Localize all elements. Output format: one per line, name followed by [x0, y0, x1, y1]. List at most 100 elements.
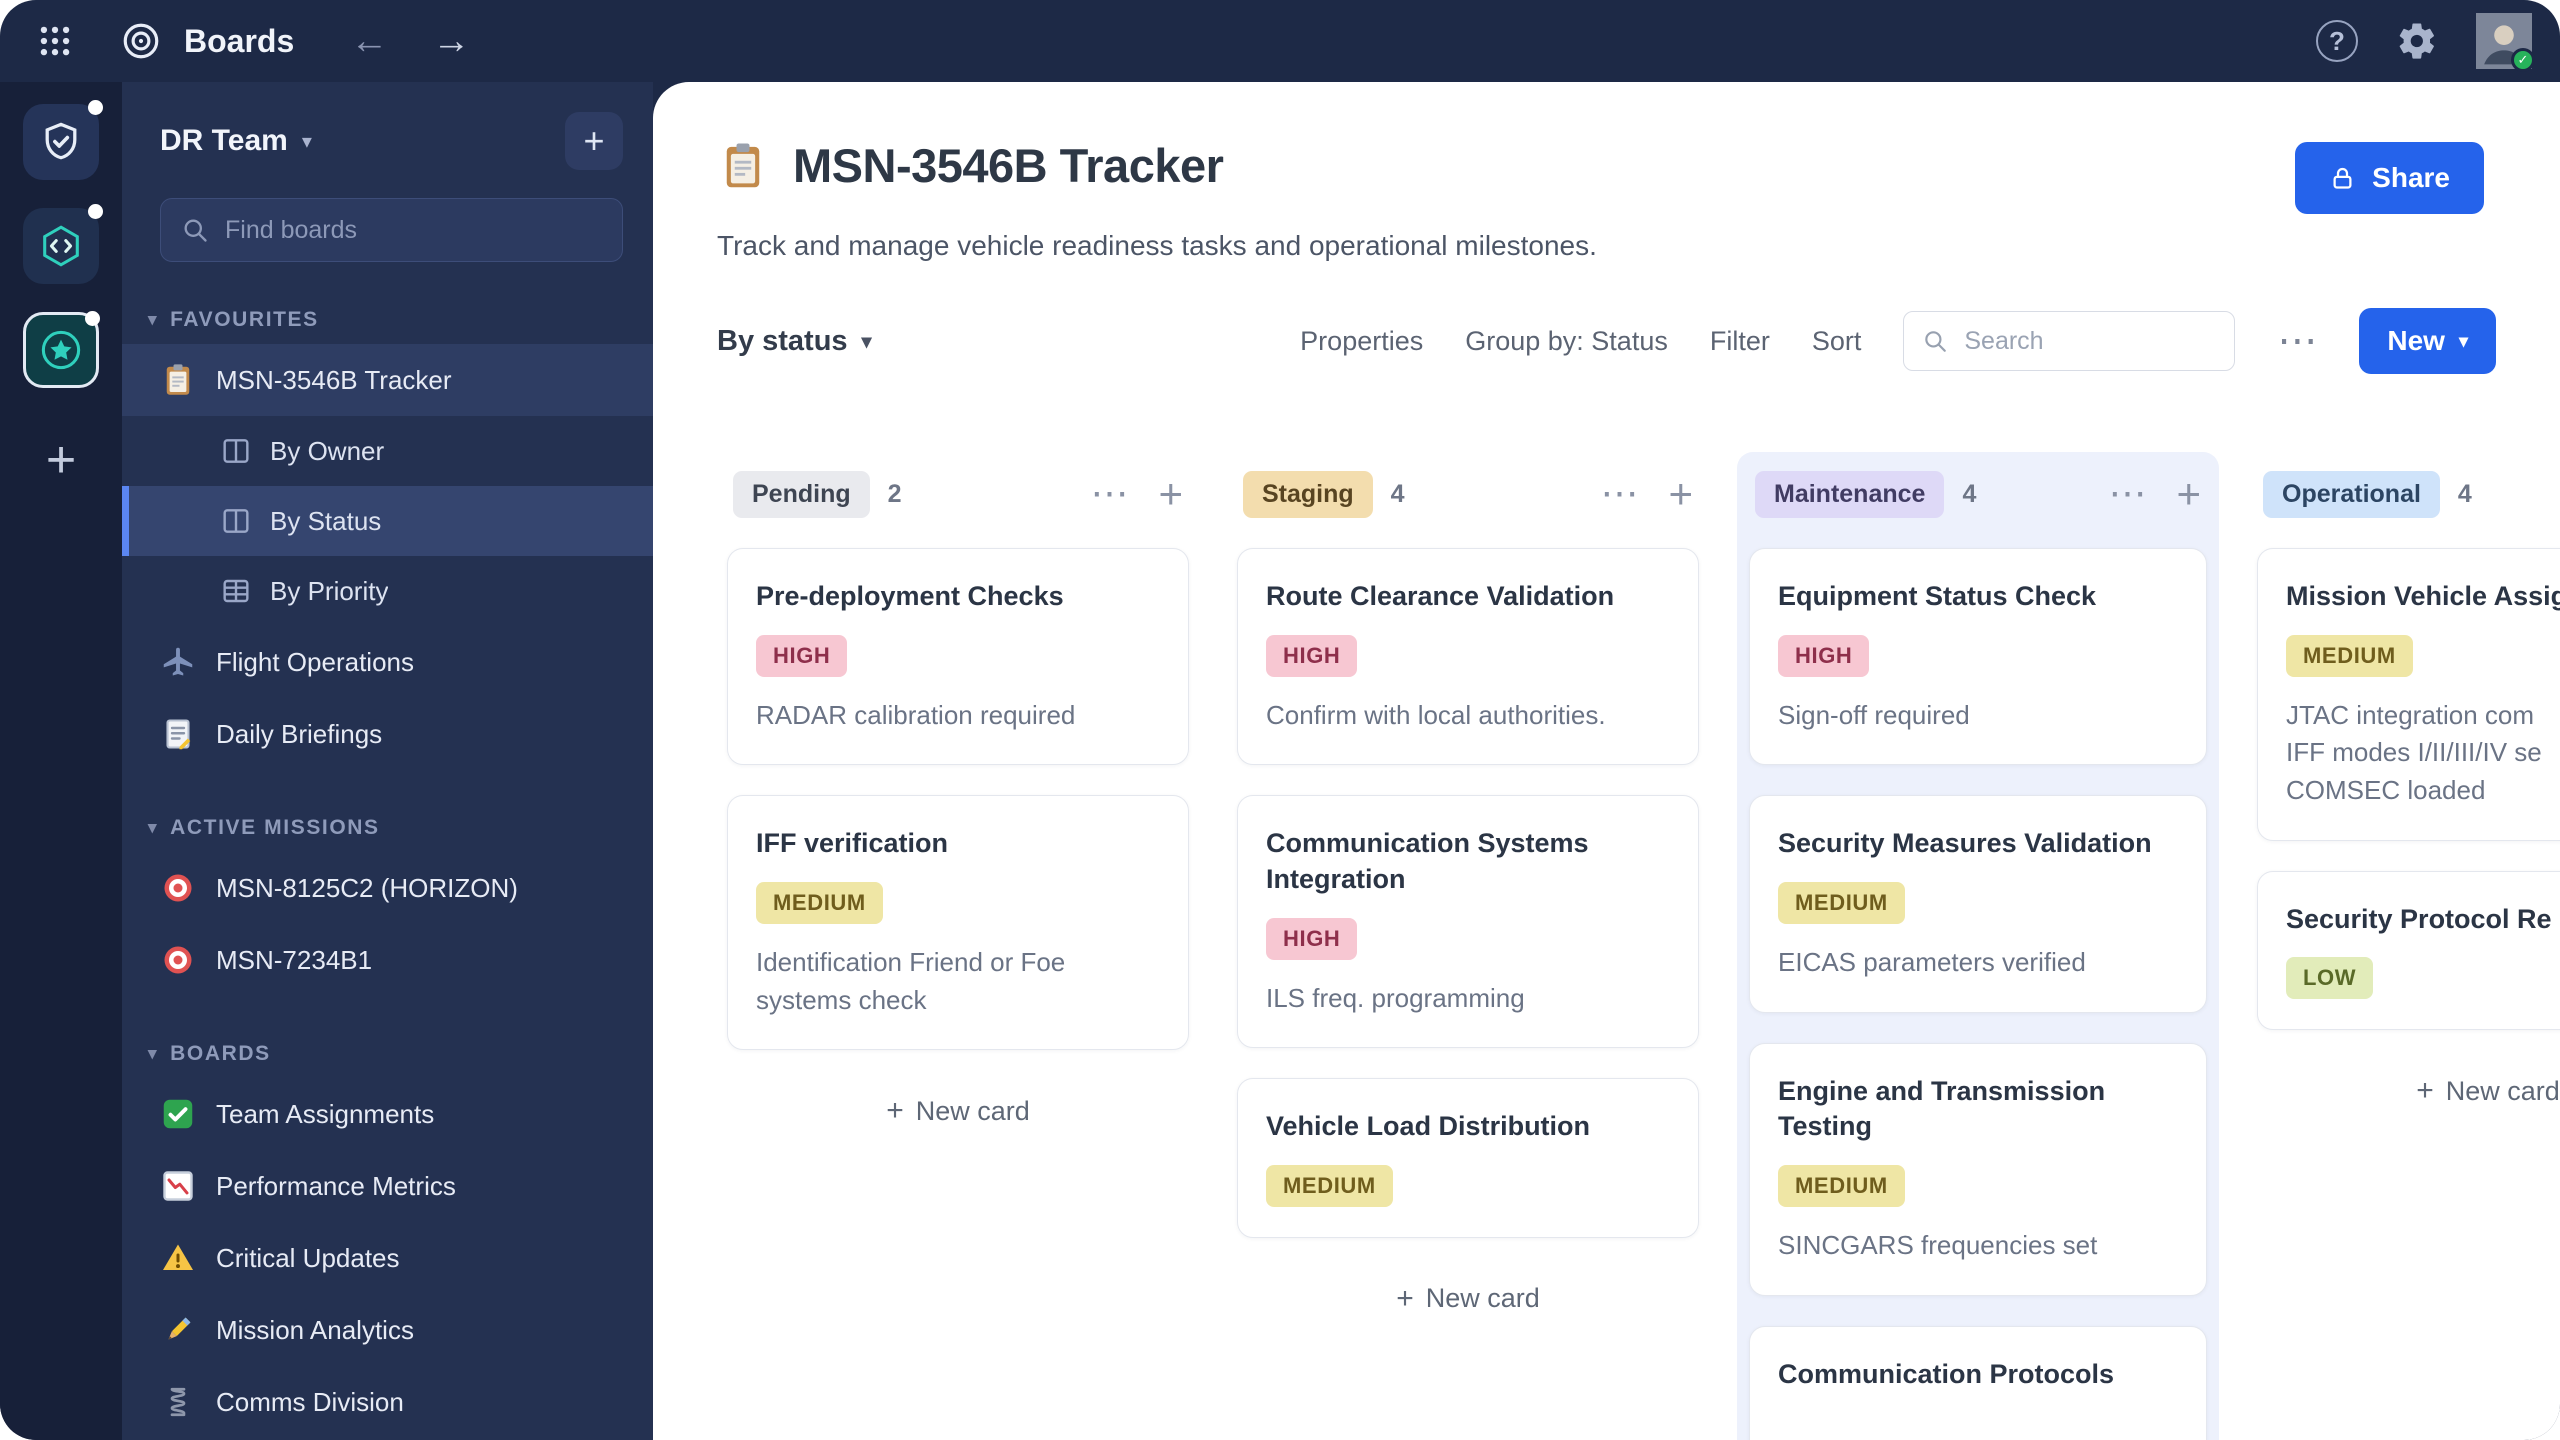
- team-switcher[interactable]: DR Team: [160, 124, 288, 157]
- column-more-icon[interactable]: ⋯: [2108, 472, 2147, 515]
- column-actions: ⋯ +: [1600, 470, 1693, 518]
- sidebar-item-label: By Owner: [270, 435, 385, 466]
- card-communication-systems-integration[interactable]: Communication Systems Integration HIGH ILS…: [1237, 795, 1699, 1049]
- new-button[interactable]: New ▾: [2359, 308, 2496, 374]
- card-description: Identification Friend or Foe systems che…: [756, 946, 1066, 1015]
- column-add-icon[interactable]: +: [1158, 470, 1183, 518]
- apps-grid-icon[interactable]: [36, 22, 74, 60]
- sidebar-subitem-by-owner[interactable]: By Owner: [122, 416, 653, 486]
- sidebar-section-boards[interactable]: ▾ BOARDS: [148, 1042, 653, 1066]
- card-description: Confirm with local authorities.: [1266, 699, 1606, 730]
- user-avatar[interactable]: ✓: [2476, 13, 2535, 72]
- notification-dot: [85, 311, 100, 326]
- sidebar-item-team-assignments[interactable]: Team Assignments: [122, 1078, 653, 1150]
- view-switcher[interactable]: By status ▾: [717, 324, 872, 357]
- sidebar-item-label: Flight Operations: [216, 646, 414, 677]
- rail-app-shield[interactable]: [23, 100, 103, 180]
- priority-badge: MEDIUM: [756, 881, 883, 924]
- card-title: Equipment Status Check: [1778, 581, 2097, 611]
- sidebar-section-favourites[interactable]: ▾ FAVOURITES: [148, 308, 653, 332]
- board-column-maintenance: Maintenance 4 ⋯ + Equipment Status Check HIGH…: [1737, 452, 2219, 1440]
- column-actions: ⋯ +: [2108, 470, 2201, 518]
- board-view-icon: [220, 435, 252, 467]
- card-equipment-status-check[interactable]: Equipment Status Check HIGH Sign-off requi…: [1749, 548, 2207, 766]
- column-more-icon[interactable]: ⋯: [1090, 472, 1129, 515]
- add-board-button[interactable]: +: [565, 112, 623, 170]
- column-more-icon[interactable]: ⋯: [1600, 472, 1639, 515]
- card-vehicle-load-distribution[interactable]: Vehicle Load Distribution MEDIUM: [1237, 1078, 1699, 1238]
- column-add-icon[interactable]: +: [2176, 470, 2201, 518]
- new-card-button[interactable]: + New card: [2257, 1060, 2560, 1122]
- rail-app-star-selected[interactable]: [23, 311, 100, 388]
- card-title: Security Measures Validation: [1778, 828, 2152, 859]
- card-mission-vehicle-assig[interactable]: Mission Vehicle Assig MEDIUM JTAC integrat…: [2257, 548, 2560, 841]
- sidebar-item-msn-7234b1[interactable]: MSN-7234B1: [122, 924, 653, 996]
- gear-icon[interactable]: [2396, 20, 2438, 62]
- priority-badge: MEDIUM: [1778, 1164, 1905, 1207]
- table-view-icon: [220, 575, 252, 607]
- sidebar-item-label: Team Assignments: [216, 1098, 435, 1129]
- priority-badge: HIGH: [1266, 634, 1358, 677]
- sidebar-section-active-missions[interactable]: ▾ ACTIVE MISSIONS: [148, 816, 653, 840]
- toolbar-link-group-by-status[interactable]: Group by: Status: [1465, 325, 1668, 356]
- new-card-button[interactable]: + New card: [727, 1080, 1189, 1142]
- sidebar-item-msn-8125c2-horizon[interactable]: MSN-8125C2 (HORIZON): [122, 852, 653, 924]
- column-name-badge[interactable]: Staging: [1243, 470, 1373, 518]
- card-pre-deployment-checks[interactable]: Pre-deployment Checks HIGH RADAR calibrati…: [727, 548, 1189, 766]
- board-search-input[interactable]: [1962, 325, 2217, 357]
- sidebar-section-label: FAVOURITES: [170, 308, 319, 331]
- card-title: Pre-deployment Checks: [756, 581, 1064, 611]
- column-add-icon[interactable]: +: [1668, 470, 1693, 518]
- priority-badge: LOW: [2286, 957, 2374, 1000]
- notification-dot: [88, 204, 103, 219]
- card-title: Route Clearance Validation: [1266, 581, 1615, 611]
- new-card-button[interactable]: + New card: [1237, 1268, 1699, 1330]
- sidebar-item-daily-briefings[interactable]: Daily Briefings: [122, 698, 653, 770]
- toolbar-link-properties[interactable]: Properties: [1300, 325, 1424, 356]
- forward-arrow-icon[interactable]: →: [432, 20, 471, 62]
- memo-icon: [160, 716, 196, 752]
- card-title: Vehicle Load Distribution: [1266, 1111, 1591, 1142]
- sidebar-subitem-by-priority[interactable]: By Priority: [122, 556, 653, 626]
- sidebar-item-mission-analytics[interactable]: Mission Analytics: [122, 1294, 653, 1366]
- notification-dot: [88, 100, 103, 115]
- rail-add-app-button[interactable]: +: [45, 431, 77, 489]
- share-button[interactable]: Share: [2295, 142, 2484, 214]
- help-icon[interactable]: ?: [2316, 20, 2358, 62]
- plus-icon: +: [2416, 1074, 2434, 1108]
- more-options-icon[interactable]: ⋯: [2277, 319, 2318, 363]
- app-logo-icon: [120, 20, 162, 62]
- sidebar-subitem-by-status[interactable]: By Status: [122, 486, 653, 556]
- column-name-badge[interactable]: Pending: [733, 470, 870, 518]
- column-name-badge[interactable]: Maintenance: [1755, 470, 1945, 518]
- find-boards-input[interactable]: [223, 214, 602, 246]
- sidebar-item-flight-operations[interactable]: Flight Operations: [122, 626, 653, 698]
- card-security-protocol-re[interactable]: Security Protocol Re LOW: [2257, 870, 2560, 1031]
- card-route-clearance-validation[interactable]: Route Clearance Validation HIGH Confirm wi…: [1237, 548, 1699, 766]
- column-name-badge[interactable]: Operational: [2263, 470, 2440, 518]
- column-count: 4: [1390, 479, 1405, 508]
- clipboard-icon: [717, 140, 769, 192]
- card-description: JTAC integration com IFF modes I/II/III/…: [2286, 699, 2542, 805]
- column-count: 2: [887, 479, 902, 508]
- app-rail: +: [0, 82, 122, 1440]
- card-engine-and-transmission-testing[interactable]: Engine and Transmission Testing MEDIUM SIN…: [1749, 1042, 2207, 1296]
- target-icon: [160, 870, 196, 906]
- toolbar-link-sort[interactable]: Sort: [1811, 325, 1862, 356]
- sidebar-item-critical-updates[interactable]: Critical Updates: [122, 1222, 653, 1294]
- sidebar-item-msn-3546b-tracker[interactable]: MSN-3546B Tracker: [122, 344, 653, 416]
- rail-app-code[interactable]: [23, 204, 103, 284]
- card-iff-verification[interactable]: IFF verification MEDIUM Identification Fri…: [727, 795, 1189, 1051]
- back-arrow-icon[interactable]: ←: [350, 20, 389, 62]
- toolbar-link-filter[interactable]: Filter: [1709, 325, 1770, 356]
- sidebar-item-performance-metrics[interactable]: Performance Metrics: [122, 1150, 653, 1222]
- card-title: Mission Vehicle Assig: [2286, 581, 2560, 611]
- sidebar-item-label: Performance Metrics: [216, 1170, 456, 1201]
- card-communication-protocols[interactable]: Communication Protocols: [1749, 1325, 2207, 1440]
- sidebar-item-comms-division[interactable]: Comms Division: [122, 1366, 653, 1438]
- card-security-measures-validation[interactable]: Security Measures Validation MEDIUM EICAS …: [1749, 795, 2207, 1013]
- pencil-icon: [160, 1312, 196, 1348]
- chevron-down-icon: ▾: [148, 818, 159, 837]
- card-title: Engine and Transmission Testing: [1778, 1075, 2106, 1142]
